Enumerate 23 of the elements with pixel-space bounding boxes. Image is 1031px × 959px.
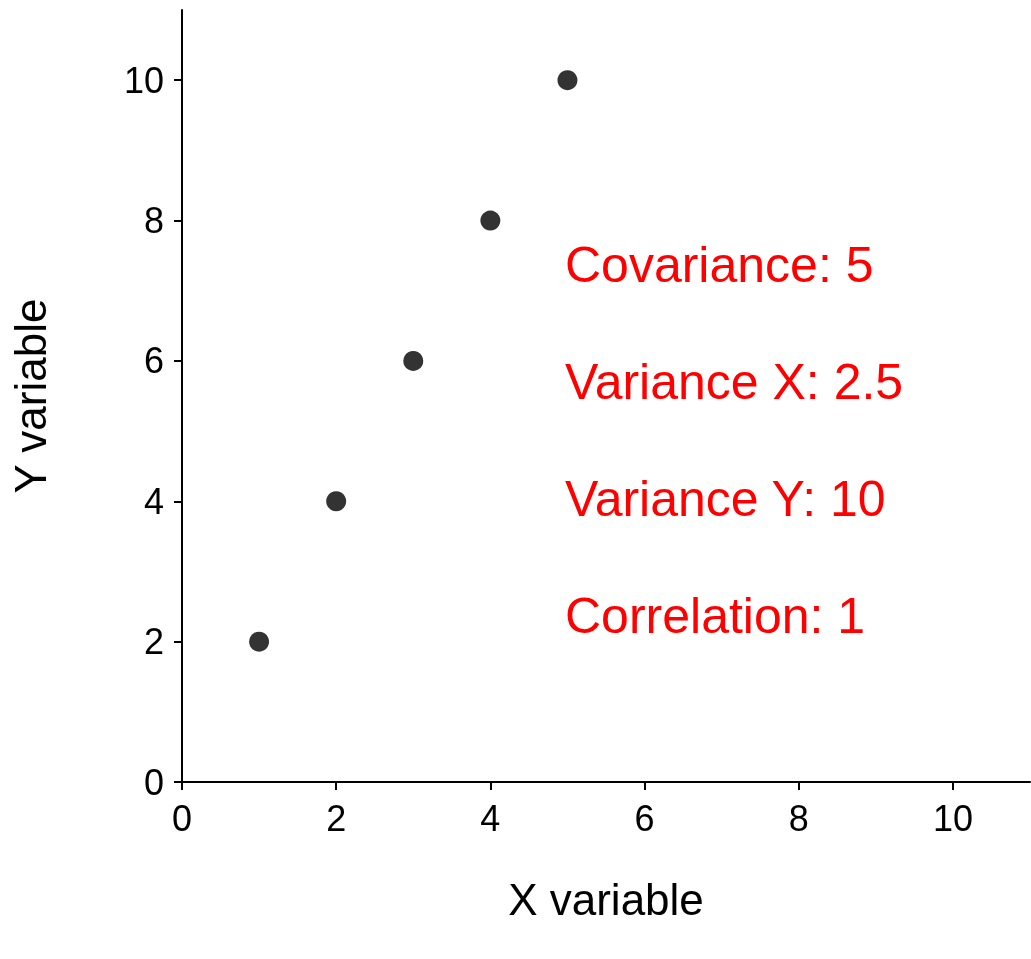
- y-tick-label: 0: [143, 761, 164, 803]
- point: [480, 210, 501, 231]
- annotation: Variance Y: 10: [565, 471, 886, 527]
- x-tick-label: 10: [932, 797, 973, 839]
- annotation: Correlation: 1: [565, 588, 866, 644]
- point: [249, 631, 270, 652]
- y-tick-label: 4: [143, 480, 164, 522]
- x-tick-label: 2: [326, 797, 347, 839]
- y-tick-label: 10: [123, 59, 164, 101]
- point: [557, 70, 578, 91]
- y-axis-title: Y variable: [5, 298, 55, 494]
- x-tick-label: 4: [480, 797, 501, 839]
- annotation: Variance X: 2.5: [565, 354, 904, 410]
- x-axis-title: X variable: [508, 874, 704, 924]
- point: [326, 491, 347, 512]
- y-tick-label: 8: [143, 200, 164, 242]
- point: [403, 350, 424, 371]
- y-tick-label: 2: [143, 621, 164, 663]
- annotation: Covariance: 5: [565, 237, 874, 293]
- x-tick-label: 0: [171, 797, 193, 839]
- y-tick-label: 6: [143, 340, 164, 382]
- x-tick-label: 6: [634, 797, 655, 839]
- x-tick-label: 8: [788, 797, 809, 839]
